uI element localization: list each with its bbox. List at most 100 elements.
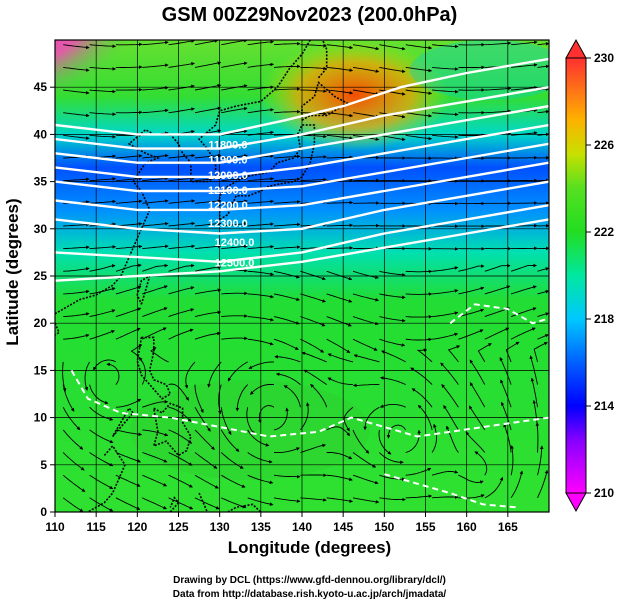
streamline <box>63 267 90 272</box>
streamline <box>510 445 514 476</box>
streamline <box>168 383 189 401</box>
streamline <box>142 452 168 463</box>
streamline <box>168 221 196 227</box>
y-tick-label: 10 <box>34 411 48 425</box>
streamline <box>168 328 194 340</box>
streamline <box>326 155 354 160</box>
streamline <box>484 327 510 340</box>
streamline <box>89 44 117 48</box>
streamline <box>63 44 90 50</box>
streamline <box>477 343 492 363</box>
streamline <box>168 153 196 159</box>
streamline <box>194 40 219 46</box>
streamline <box>537 109 549 114</box>
streamline <box>301 351 327 363</box>
streamline <box>89 199 117 204</box>
contour-label: 12400.0 <box>215 237 255 249</box>
streamline <box>221 106 248 114</box>
height-contour <box>55 204 549 264</box>
streamline <box>352 293 379 302</box>
streamline <box>300 66 327 71</box>
y-tick-label: 15 <box>34 363 48 377</box>
streamline <box>221 40 248 46</box>
streamline <box>273 474 301 479</box>
streamline <box>142 86 169 91</box>
streamline <box>63 134 90 140</box>
streamline <box>247 130 274 136</box>
streamline <box>273 447 300 454</box>
streamline <box>194 288 222 295</box>
streamline <box>89 134 117 139</box>
streamline <box>247 270 274 276</box>
coastline-segment <box>218 124 316 221</box>
streamline <box>142 221 169 227</box>
streamline <box>84 361 90 391</box>
streamline <box>89 384 109 405</box>
streamline <box>168 244 196 250</box>
streamline <box>194 384 204 414</box>
streamline <box>273 316 300 325</box>
streamline <box>510 470 524 499</box>
streamline <box>115 398 142 408</box>
streamline <box>326 474 353 482</box>
streamline <box>533 342 548 363</box>
streamline <box>474 451 488 476</box>
streamline <box>247 177 275 182</box>
streamline <box>220 429 240 452</box>
streamline <box>168 107 195 114</box>
streamline <box>168 40 195 46</box>
streamline <box>247 293 274 299</box>
streamline <box>218 384 222 415</box>
streamline <box>537 64 549 69</box>
streamline <box>89 497 114 512</box>
streamline <box>379 338 406 347</box>
y-tick-label: 35 <box>34 175 48 189</box>
streamline <box>326 452 353 460</box>
streamline <box>221 154 248 159</box>
streamline <box>352 497 380 504</box>
streamline <box>93 359 117 371</box>
streamline <box>326 44 354 50</box>
colorbar-tick-label: 214 <box>594 399 614 413</box>
streamline <box>537 334 549 340</box>
streamline <box>142 285 168 295</box>
streamline <box>63 177 90 182</box>
height-contour <box>55 57 549 136</box>
streamline <box>386 424 407 439</box>
streamline <box>62 429 84 450</box>
streamline <box>194 265 222 272</box>
streamline <box>221 291 248 296</box>
streamline <box>168 308 195 318</box>
streamline <box>405 292 433 296</box>
streamline <box>484 41 512 46</box>
streamline <box>115 176 143 182</box>
streamline <box>273 270 300 279</box>
height-contour <box>55 104 549 164</box>
height-contour-dashed <box>449 303 549 325</box>
streamline <box>89 287 116 295</box>
streamline <box>469 359 486 385</box>
streamline <box>499 357 512 385</box>
colorbar-tick-label: 226 <box>594 138 614 152</box>
streamline <box>221 129 248 136</box>
streamline <box>63 66 90 72</box>
height-contour <box>55 180 549 235</box>
streamline <box>405 337 433 342</box>
streamline <box>273 109 301 114</box>
streamline <box>184 361 196 389</box>
x-tick-label: 140 <box>292 520 312 534</box>
colorbar-tick-label: 230 <box>594 51 614 65</box>
height-contour-dashed <box>384 473 517 509</box>
streamline <box>89 406 114 421</box>
streamline <box>273 177 301 182</box>
streamline <box>194 452 218 469</box>
credit-dcl: Drawing by DCL (https://www.gfd-dennou.o… <box>173 575 446 586</box>
streamline <box>168 62 195 68</box>
streamline <box>63 333 90 340</box>
streamline <box>168 199 196 204</box>
streamline <box>353 354 380 363</box>
y-tick-label: 45 <box>34 80 48 94</box>
streamline <box>326 338 351 353</box>
streamline <box>343 406 354 432</box>
streamline <box>537 469 549 498</box>
